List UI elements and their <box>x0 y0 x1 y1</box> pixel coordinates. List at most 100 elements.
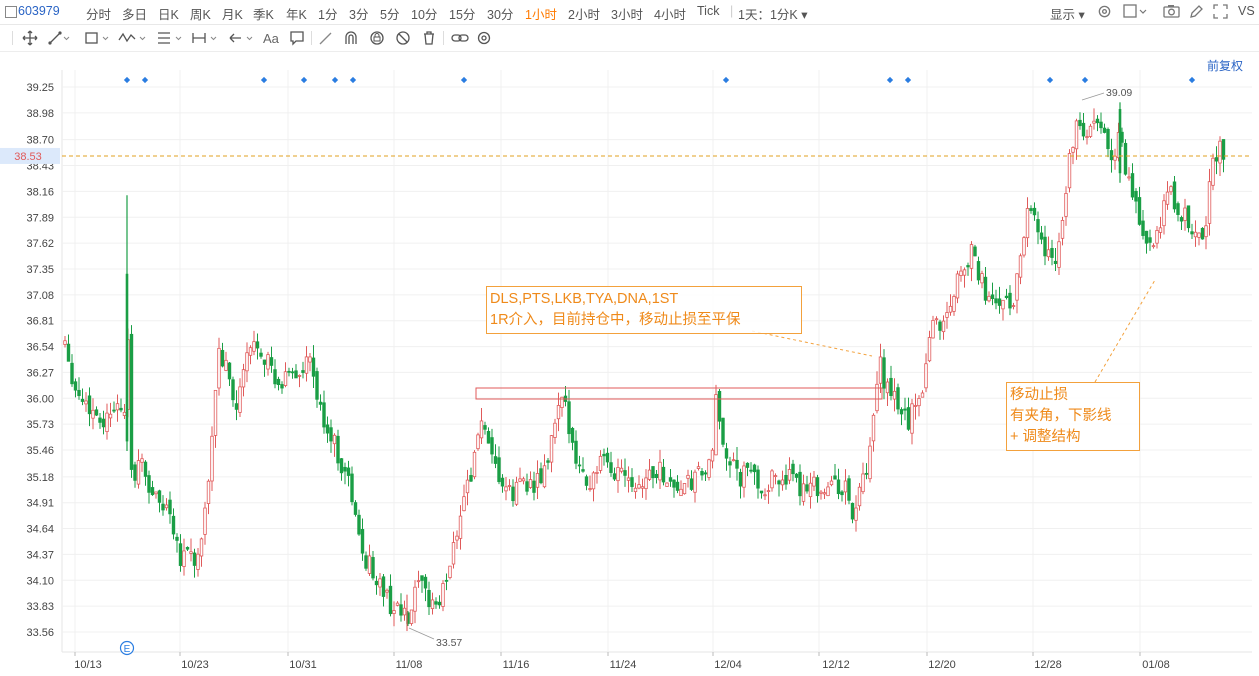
candle-body <box>514 481 519 505</box>
lock-icon[interactable] <box>369 28 385 48</box>
hide-icon[interactable] <box>395 28 411 48</box>
period-tab-yearly[interactable]: 年K <box>286 8 307 22</box>
candle-body <box>591 472 596 490</box>
move-icon[interactable] <box>22 28 38 48</box>
range-select[interactable]: 1天：1分K ▾ <box>738 8 808 22</box>
text-icon[interactable]: Aa <box>263 30 279 46</box>
candle-body <box>1057 241 1061 268</box>
stop-note-box[interactable]: 移动止损 有夹角，下影线 + 调整结构 <box>1006 382 1140 451</box>
period-tab-fenshi[interactable]: 分时 <box>86 8 112 22</box>
candle-body <box>434 601 438 605</box>
candle-body <box>773 475 778 477</box>
candle-body <box>70 362 74 385</box>
candle-body <box>1008 292 1012 309</box>
pencil-icon[interactable] <box>1189 4 1204 22</box>
period-tab-quarterly[interactable]: 季K <box>253 8 274 22</box>
candle-body <box>952 296 956 312</box>
period-tab-tick[interactable]: Tick <box>697 4 720 18</box>
candle-body <box>980 273 984 284</box>
candlestick-chart[interactable]: 39.2538.9838.7038.4338.1637.8937.6237.35… <box>0 52 1259 676</box>
trash-icon[interactable] <box>421 28 437 48</box>
candle-body <box>427 589 431 608</box>
candle-body <box>395 602 400 606</box>
comment-icon[interactable] <box>289 28 305 48</box>
period-tab-multiday[interactable]: 多日 <box>122 8 148 22</box>
candle-body <box>1197 232 1201 238</box>
candle-body <box>168 499 172 515</box>
candle-body <box>388 585 393 615</box>
fullscreen-icon[interactable] <box>1213 4 1228 22</box>
event-marker-icon <box>349 76 357 84</box>
candle-body <box>542 465 547 488</box>
candle-body <box>290 371 295 374</box>
candle-body <box>836 479 841 495</box>
line-icon[interactable] <box>48 28 70 48</box>
candle-body <box>577 464 582 467</box>
period-tab-15min[interactable]: 15分 <box>449 8 476 22</box>
candle-body <box>679 488 683 497</box>
candle-body <box>910 403 914 434</box>
period-tab-4hour[interactable]: 4小时 <box>654 8 686 22</box>
layout-icon[interactable] <box>1123 4 1149 22</box>
display-menu[interactable]: 显示 ▾ <box>1050 8 1085 22</box>
trade-note-box[interactable]: DLS,PTS,LKB,TYA,DNA,1ST 1R介入，目前持仓中，移动止损至… <box>486 286 802 334</box>
candle-body <box>612 473 617 480</box>
settings-icon[interactable] <box>476 28 492 48</box>
candle-body <box>1071 147 1075 153</box>
period-tab-5min[interactable]: 5分 <box>380 8 400 22</box>
low-leader-line <box>408 627 435 640</box>
candle-body <box>777 480 781 485</box>
candle-body <box>385 589 389 593</box>
candle-body <box>598 455 603 471</box>
candle-body <box>868 445 872 480</box>
candle-body <box>1179 217 1184 222</box>
stock-code[interactable]: 603979 <box>18 4 60 18</box>
candle-body <box>1190 231 1194 235</box>
candle-body <box>322 402 326 428</box>
period-tab-1min[interactable]: 1分 <box>318 8 338 22</box>
event-marker-icon <box>722 76 730 84</box>
measure-icon[interactable] <box>191 28 221 48</box>
pen-icon[interactable] <box>318 28 334 48</box>
candle-body <box>847 478 851 501</box>
candle-body <box>567 401 571 435</box>
chart-settings-icon[interactable] <box>1097 4 1112 22</box>
candle-body <box>1113 155 1117 161</box>
period-tab-3hour[interactable]: 3小时 <box>611 8 643 22</box>
link-icon[interactable] <box>451 28 469 48</box>
compare-vs-button[interactable]: VS <box>1238 4 1255 18</box>
camera-icon[interactable] <box>1163 4 1180 22</box>
candle-body <box>532 480 536 493</box>
period-tab-3min[interactable]: 3分 <box>349 8 369 22</box>
magnet-icon[interactable] <box>343 28 359 48</box>
candle-body <box>171 515 176 535</box>
candle-body <box>143 461 148 477</box>
candle-body <box>605 452 610 463</box>
period-tab-monthly[interactable]: 月K <box>222 8 243 22</box>
candle-body <box>1151 245 1156 248</box>
rect-icon[interactable] <box>84 28 110 48</box>
y-tick-label: 38.98 <box>26 108 54 120</box>
period-tab-30min[interactable]: 30分 <box>487 8 514 22</box>
select-checkbox[interactable] <box>5 6 17 18</box>
fib-icon[interactable] <box>156 28 186 48</box>
candle-body <box>507 485 512 487</box>
candle-body <box>336 435 340 464</box>
wave-icon[interactable] <box>118 28 148 48</box>
period-tab-2hour[interactable]: 2小时 <box>568 8 600 22</box>
range-label: 1天：1分K <box>738 8 798 22</box>
candle-body <box>420 575 424 581</box>
period-tab-10min[interactable]: 10分 <box>411 8 438 22</box>
candle-body <box>794 473 799 478</box>
candle-body <box>1092 120 1096 124</box>
y-tick-label: 37.35 <box>26 264 54 276</box>
adjust-mode-button[interactable]: 前复权 <box>1206 59 1243 73</box>
period-tab-daily[interactable]: 日K <box>158 8 179 22</box>
arrow-icon[interactable] <box>227 28 257 48</box>
candle-body <box>899 409 904 415</box>
candle-body <box>668 477 673 482</box>
period-tab-1hour[interactable]: 1小时 <box>525 8 557 22</box>
period-tab-weekly[interactable]: 周K <box>190 8 211 22</box>
candle-body <box>1039 232 1044 240</box>
candle-body <box>1011 305 1016 307</box>
